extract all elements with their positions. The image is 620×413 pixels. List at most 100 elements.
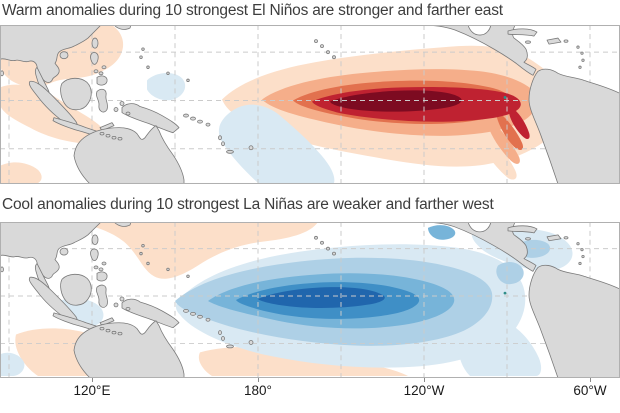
small-island [205, 122, 211, 127]
landmass-borneo [60, 273, 92, 306]
small-island [197, 314, 203, 319]
small-island [105, 133, 111, 138]
landmass-kyushu [113, 222, 132, 227]
small-island [226, 149, 234, 154]
lanina-anomaly-cool2 [496, 261, 524, 285]
landmass-new-guinea [121, 298, 180, 329]
small-island [99, 326, 105, 331]
small-island [320, 44, 324, 49]
small-island [190, 116, 196, 121]
landmass-hispaniola [546, 37, 562, 45]
landmass-australia [73, 320, 185, 378]
small-island [183, 308, 189, 313]
small-island [563, 236, 569, 240]
elnino-anomaly-warm1 [476, 125, 517, 180]
small-island [314, 235, 318, 240]
landmass-cuba [507, 28, 538, 37]
small-island [580, 51, 584, 55]
small-island [190, 311, 196, 316]
small-island [113, 302, 119, 308]
small-island [578, 261, 582, 266]
small-island [166, 71, 170, 76]
landmass-south-america [528, 264, 620, 378]
small-island [93, 69, 99, 74]
small-island [141, 244, 145, 248]
small-island [119, 296, 125, 302]
landmass-borneo [60, 77, 92, 111]
landmass-asia-mainland [0, 222, 102, 279]
small-island [226, 344, 234, 349]
landmass-australia [73, 125, 185, 184]
small-island [141, 47, 145, 51]
small-island [578, 65, 582, 69]
landmass-new-guinea [121, 103, 180, 134]
small-island [221, 336, 225, 341]
small-island [99, 131, 105, 136]
small-island [197, 119, 203, 124]
small-island [186, 274, 190, 278]
lanina-anomaly-warm1 [76, 222, 318, 279]
landmass-sulawesi [96, 284, 108, 308]
small-island [101, 65, 107, 70]
small-island [581, 254, 585, 259]
small-island [101, 261, 107, 266]
small-island [98, 71, 104, 76]
small-island [166, 267, 170, 272]
axis-tick-mark-2 [424, 378, 425, 382]
elnino-anomaly-warm2 [488, 119, 520, 164]
small-island [125, 307, 131, 311]
lanina-anomaly-cool3 [428, 225, 456, 240]
small-island [332, 55, 336, 60]
axis-tick-label-3: 60°W [573, 383, 607, 398]
lanina-anomaly-cool1 [0, 352, 25, 377]
elnino-anomaly-warm1 [0, 162, 42, 184]
small-island [326, 246, 330, 251]
small-island [111, 330, 117, 335]
small-island [563, 39, 569, 43]
small-island [314, 39, 318, 44]
small-island [93, 265, 99, 270]
landmass-south-america [528, 68, 620, 184]
small-island [576, 45, 580, 49]
small-island [332, 251, 336, 256]
small-island [113, 107, 119, 112]
small-island [183, 113, 189, 118]
small-island [248, 340, 254, 345]
axis-tick-mark-3 [590, 378, 591, 382]
landmass-hispaniola [546, 234, 562, 242]
small-island [146, 261, 150, 266]
galapagos-island-dot [503, 291, 507, 295]
small-island [248, 145, 254, 151]
panel-title-la-nina: Cool anomalies during 10 strongest La Ni… [2, 196, 494, 213]
axis-tick-mark-0 [92, 378, 93, 382]
elnino-anomaly-warm4 [509, 107, 530, 139]
small-island [139, 55, 143, 59]
small-island [59, 51, 69, 60]
axis-tick-label-1: 180° [244, 383, 272, 398]
elnino-anomaly-cool1 [218, 104, 335, 183]
small-island [576, 242, 580, 246]
axis-tick-label-0: 120°E [73, 383, 111, 398]
panel-title-el-nino: Warm anomalies during 10 strongest El Ni… [2, 2, 503, 19]
small-island [91, 37, 99, 49]
map-la-nina-cool-anomalies [0, 222, 620, 378]
landmass-mexico-central-america [419, 222, 537, 272]
small-island [117, 331, 123, 336]
landmass-asia-mainland [0, 25, 102, 83]
small-island [125, 111, 131, 116]
small-island [119, 101, 125, 106]
elnino-anomaly-warm3 [497, 111, 524, 151]
landmass-luzon [90, 52, 99, 65]
small-island [580, 248, 584, 252]
axis-tick-mark-1 [258, 378, 259, 382]
landmass-mexico-central-america [419, 25, 537, 76]
small-island [98, 267, 104, 272]
small-island [59, 247, 69, 256]
lanina-anomaly-cool5 [258, 287, 385, 309]
axis-tick-label-2: 120°W [403, 383, 445, 398]
elnino-anomaly-warm5 [330, 90, 462, 112]
small-island [117, 137, 123, 141]
small-island [139, 251, 143, 256]
landmass-mindanao [96, 271, 108, 282]
